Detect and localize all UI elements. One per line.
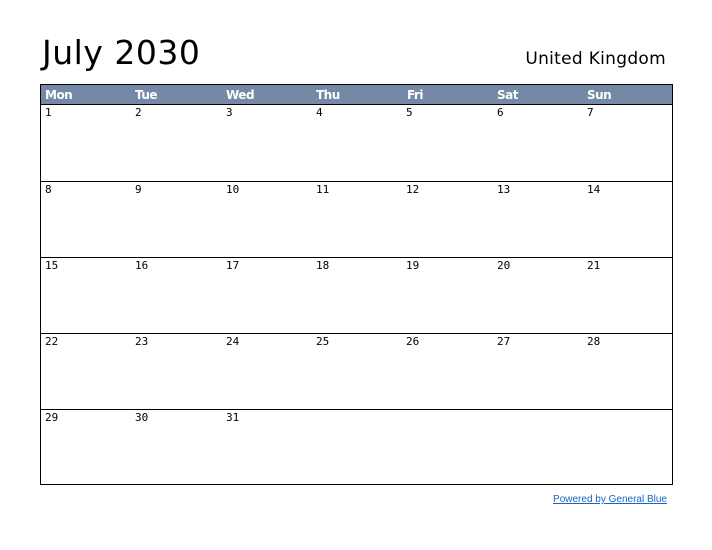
week-row-5: 29 30 31 — [41, 409, 672, 484]
weekday-label-fri: Fri — [407, 88, 423, 102]
week-row-2: 8 9 10 11 12 13 14 — [41, 181, 672, 257]
day-number: 26 — [406, 335, 420, 348]
country-label: United Kingdom — [525, 49, 666, 69]
day-number: 27 — [497, 335, 511, 348]
day-number: 8 — [45, 183, 52, 196]
day-number: 7 — [587, 106, 594, 119]
day-number: 20 — [497, 259, 511, 272]
day-number: 28 — [587, 335, 601, 348]
weekday-label-thu: Thu — [316, 88, 340, 102]
day-number: 15 — [45, 259, 59, 272]
powered-by-link[interactable]: Powered by General Blue — [553, 494, 667, 505]
day-number: 6 — [497, 106, 504, 119]
week-row-1: 1 2 3 4 5 6 7 — [41, 105, 672, 181]
day-number: 13 — [497, 183, 511, 196]
weekday-label-sat: Sat — [497, 88, 518, 102]
day-number: 18 — [316, 259, 330, 272]
day-number: 24 — [226, 335, 240, 348]
weekday-header-row: Mon Tue Wed Thu Fri Sat Sun — [41, 85, 672, 105]
day-number: 10 — [226, 183, 240, 196]
day-number: 31 — [226, 411, 240, 424]
calendar-grid: Mon Tue Wed Thu Fri Sat Sun 1 2 3 4 5 6 … — [40, 84, 673, 485]
day-number: 1 — [45, 106, 52, 119]
day-number: 12 — [406, 183, 420, 196]
day-number: 14 — [587, 183, 601, 196]
day-number: 29 — [45, 411, 59, 424]
day-number: 4 — [316, 106, 323, 119]
week-row-3: 15 16 17 18 19 20 21 — [41, 257, 672, 333]
day-number: 17 — [226, 259, 240, 272]
page-title: July 2030 — [42, 33, 201, 72]
day-number: 25 — [316, 335, 330, 348]
weekday-label-tue: Tue — [135, 88, 158, 102]
day-number: 3 — [226, 106, 233, 119]
week-row-4: 22 23 24 25 26 27 28 — [41, 333, 672, 409]
day-number: 5 — [406, 106, 413, 119]
weekday-label-mon: Mon — [45, 88, 73, 102]
day-number: 22 — [45, 335, 59, 348]
weekday-label-wed: Wed — [226, 88, 255, 102]
day-number: 19 — [406, 259, 420, 272]
day-number: 2 — [135, 106, 142, 119]
weekday-label-sun: Sun — [587, 88, 612, 102]
day-number: 9 — [135, 183, 142, 196]
day-number: 21 — [587, 259, 601, 272]
day-number: 30 — [135, 411, 149, 424]
day-number: 16 — [135, 259, 149, 272]
day-number: 11 — [316, 183, 330, 196]
day-number: 23 — [135, 335, 149, 348]
